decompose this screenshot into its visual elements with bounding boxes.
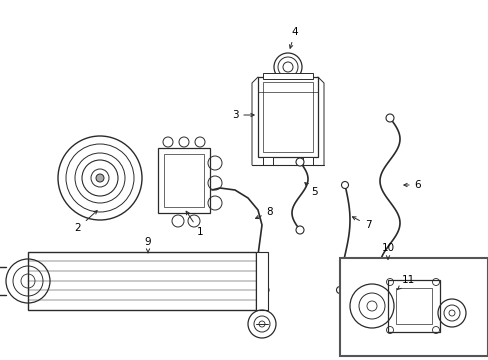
Bar [163,154,203,207]
Bar [258,77,317,157]
Text: 2: 2 [75,211,97,233]
Text: 8: 8 [255,207,273,219]
Bar [28,252,256,310]
Bar [387,280,439,332]
Text: 7: 7 [352,217,370,230]
Circle shape [336,287,343,293]
Text: 9: 9 [144,237,151,253]
Text: 11: 11 [397,275,414,290]
Circle shape [295,226,304,234]
Circle shape [385,114,393,122]
Bar [263,73,312,79]
Text: 5: 5 [304,183,318,197]
Text: 1: 1 [186,211,203,237]
Bar [303,157,312,165]
Circle shape [261,286,268,294]
Text: 6: 6 [403,180,421,190]
Bar [339,258,487,356]
Circle shape [375,261,383,269]
Circle shape [341,181,348,189]
Bar [256,252,267,310]
Text: 4: 4 [289,27,298,48]
Text: 10: 10 [381,243,394,259]
Bar [158,148,209,213]
Circle shape [96,174,104,182]
Bar [395,288,431,324]
Circle shape [295,158,304,166]
Bar [263,82,312,152]
Text: 3: 3 [231,110,254,120]
Bar [263,157,272,165]
